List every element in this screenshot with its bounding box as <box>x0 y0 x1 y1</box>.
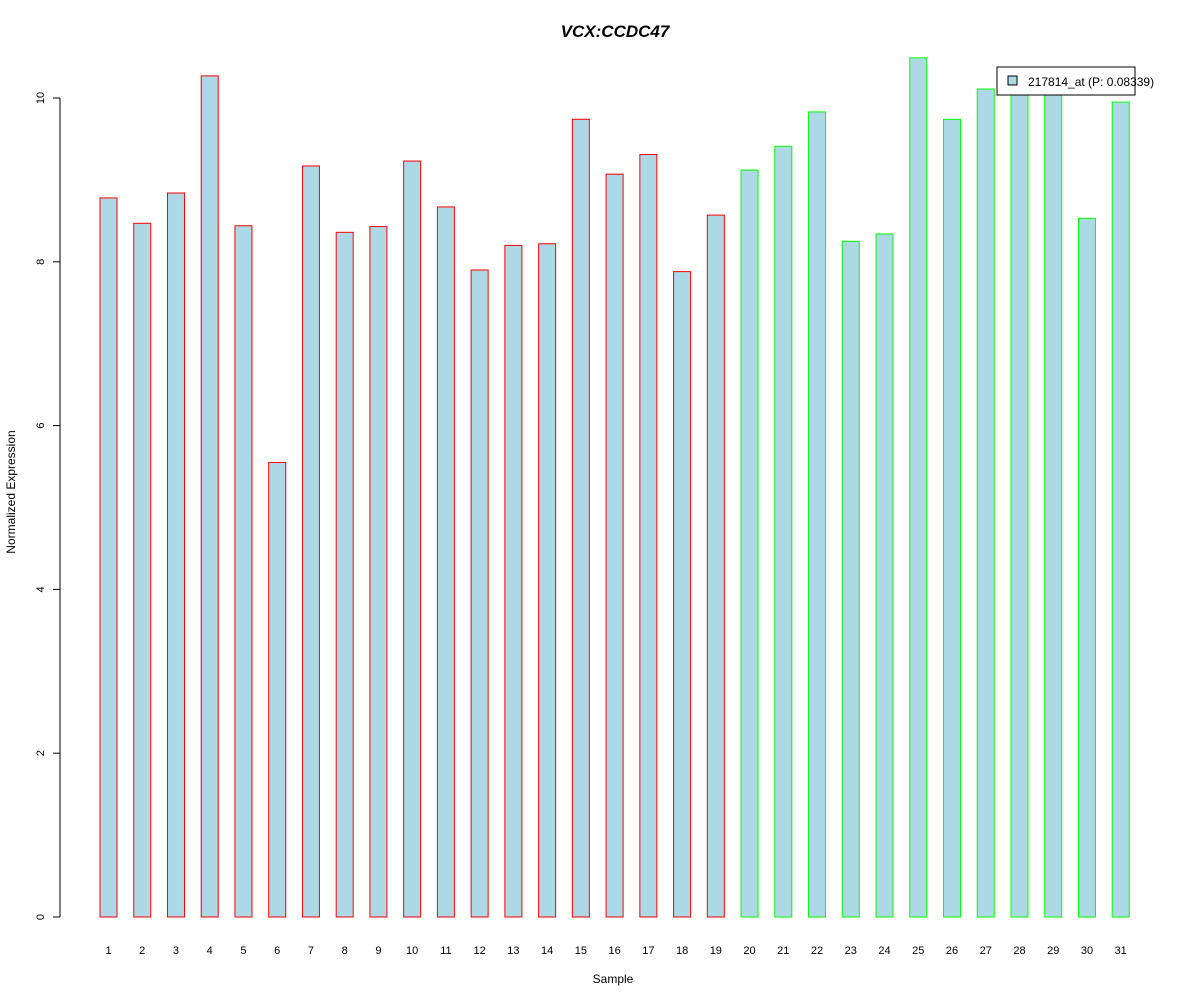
x-tick-label: 26 <box>946 945 958 957</box>
bar-sample-31 <box>1111 101 1130 918</box>
x-tick-label: 10 <box>406 945 418 957</box>
bar-sample-30 <box>1077 217 1096 918</box>
x-tick-label: 9 <box>375 945 381 957</box>
x-tick-label: 29 <box>1047 945 1059 957</box>
x-tick-label: 6 <box>274 945 280 957</box>
x-tick-label: 8 <box>342 945 348 957</box>
y-tick-label: 2 <box>35 750 47 756</box>
x-axis-tick-labels: 1 2 3 4 5 6 7 8 9 10 11 12 13 14 15 16 17 18 19 20 21 22 23 24 2… <box>105 945 1126 957</box>
bar-sample-15 <box>571 118 590 918</box>
x-tick-label: 20 <box>743 945 755 957</box>
x-tick-label: 13 <box>507 945 519 957</box>
bar-sample-7 <box>301 165 320 918</box>
y-tick-label: 0 <box>35 914 47 920</box>
y-tick-label: 6 <box>35 423 47 429</box>
y-tick-label: 4 <box>35 586 47 592</box>
bar-sample-10 <box>403 160 422 918</box>
legend-swatch <box>1007 75 1018 86</box>
bar-sample-2 <box>133 222 152 918</box>
x-tick-label: 19 <box>710 945 722 957</box>
chart-title: VCX:CCDC47 <box>561 22 671 41</box>
x-tick-label: 23 <box>845 945 857 957</box>
x-tick-label: 3 <box>173 945 179 957</box>
bar-sample-1 <box>99 197 118 918</box>
bar-sample-12 <box>470 269 489 918</box>
bar-sample-25 <box>909 57 928 918</box>
bar-sample-23 <box>841 240 860 918</box>
bar-sample-16 <box>605 173 624 918</box>
bar-sample-14 <box>538 243 557 918</box>
x-tick-label: 11 <box>440 945 451 957</box>
legend-label: 217814_at (P: 0.08339) <box>1028 75 1154 89</box>
x-axis-label: Sample <box>593 972 634 986</box>
x-tick-label: 16 <box>608 945 620 957</box>
x-tick-label: 27 <box>980 945 992 957</box>
x-tick-label: 14 <box>541 945 553 957</box>
x-tick-label: 12 <box>474 945 486 957</box>
legend-box <box>996 66 1136 96</box>
bar-sample-3 <box>166 192 185 918</box>
x-tick-label: 17 <box>642 945 654 957</box>
x-tick-label: 24 <box>878 945 890 957</box>
bar-sample-28 <box>1010 94 1029 918</box>
x-tick-label: 28 <box>1013 945 1025 957</box>
x-tick-label: 1 <box>105 945 111 957</box>
y-tick-label: 8 <box>35 259 47 265</box>
y-axis-ticks: 0 2 4 6 8 10 <box>35 92 60 920</box>
x-tick-label: 2 <box>139 945 145 957</box>
bar-sample-24 <box>875 233 894 918</box>
x-tick-label: 22 <box>811 945 823 957</box>
x-tick-label: 15 <box>575 945 587 957</box>
x-tick-label: 25 <box>912 945 924 957</box>
bar-sample-20 <box>740 169 759 918</box>
bar-sample-26 <box>943 118 961 918</box>
x-tick-label: 21 <box>777 945 789 957</box>
bar-sample-22 <box>808 111 827 918</box>
bar-sample-5 <box>234 225 253 918</box>
legend: 217814_at (P: 0.08339) <box>996 66 1154 96</box>
bars-group <box>99 57 1130 918</box>
y-tick-label: 10 <box>35 92 47 104</box>
x-tick-label: 4 <box>207 945 213 957</box>
bar-sample-6 <box>268 461 287 918</box>
x-tick-label: 31 <box>1115 945 1127 957</box>
bar-sample-11 <box>436 206 455 918</box>
bar-sample-18 <box>673 271 692 918</box>
bar-sample-4 <box>200 75 219 918</box>
x-tick-label: 30 <box>1081 945 1093 957</box>
bar-sample-8 <box>335 231 354 918</box>
bar-sample-9 <box>369 226 388 918</box>
bar-sample-27 <box>976 88 995 918</box>
x-tick-label: 7 <box>308 945 314 957</box>
bar-sample-17 <box>639 154 658 918</box>
x-tick-label: 18 <box>676 945 688 957</box>
bar-sample-21 <box>774 145 793 918</box>
bar-sample-29 <box>1044 94 1063 918</box>
y-axis-label: Normalized Expression <box>4 430 18 553</box>
bar-sample-19 <box>706 214 725 918</box>
bar-sample-13 <box>504 244 523 918</box>
x-tick-label: 5 <box>240 945 246 957</box>
